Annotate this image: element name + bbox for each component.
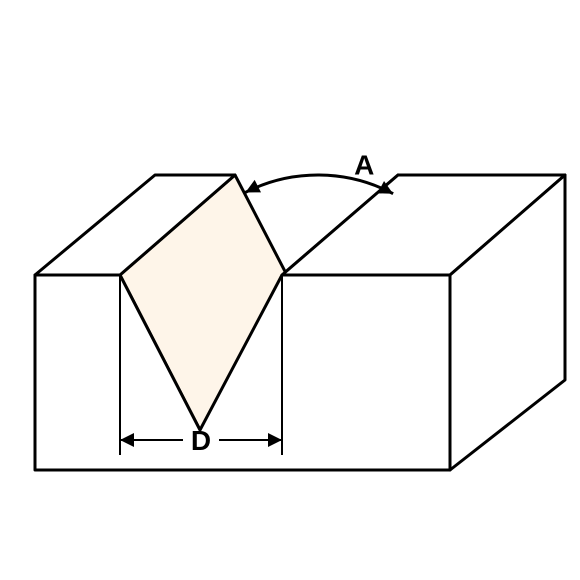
vgroove-diagram: A D [0, 0, 580, 580]
width-label: D [191, 425, 211, 456]
angle-label: A [354, 149, 374, 180]
